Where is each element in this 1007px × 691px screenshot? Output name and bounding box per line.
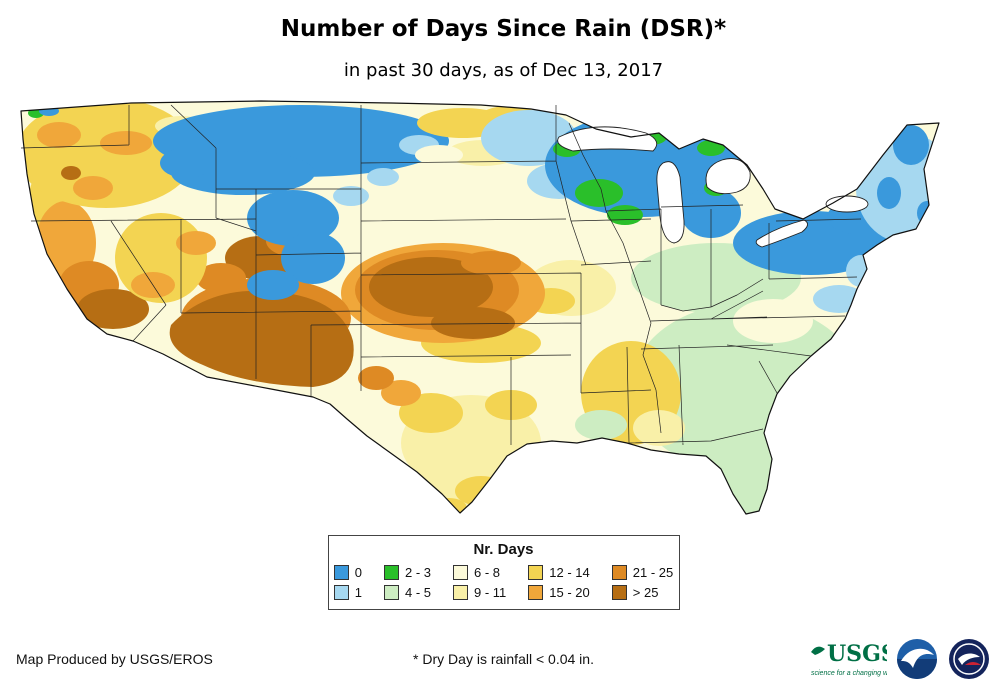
- legend-swatch: [453, 565, 468, 580]
- legend-item: 4 - 5: [383, 583, 431, 602]
- lake-huron: [705, 158, 751, 195]
- legend-swatch: [333, 565, 349, 580]
- usgs-logo: USGS science for a changing world: [811, 641, 887, 677]
- legend-item-label: 9 - 11: [474, 585, 507, 600]
- lake-ontario: [825, 195, 869, 213]
- lake-michigan: [656, 161, 685, 244]
- legend-swatch: [611, 585, 627, 600]
- legend-swatch: [611, 565, 627, 580]
- legend-swatch: [383, 565, 399, 580]
- legend-item-label: 2 - 3: [404, 565, 431, 580]
- page-title: Number of Days Since Rain (DSR)*: [280, 16, 727, 42]
- map-area: [0, 93, 1007, 533]
- legend-swatch: [453, 585, 468, 600]
- page-subtitle: in past 30 days, as of Dec 13, 2017: [343, 60, 664, 81]
- legend-item: 15 - 20: [528, 583, 590, 602]
- legend-item-label: 12 - 14: [549, 565, 590, 580]
- map-credit: Map Produced by USGS/EROS: [16, 651, 213, 667]
- legend-item: > 25: [611, 583, 673, 602]
- nws-logo: [949, 639, 989, 679]
- legend-item-label: 1: [354, 585, 362, 600]
- legend-item: 21 - 25: [611, 563, 674, 582]
- agency-logos: USGS science for a changing world: [807, 637, 991, 681]
- great-lakes: [557, 126, 869, 248]
- usgs-logo-text: USGS: [827, 641, 887, 667]
- usgs-logo-tagline: science for a changing world: [811, 670, 887, 677]
- legend-item-label: 6 - 8: [474, 565, 501, 580]
- legend-items: 0 1 2 - 3 4 - 5 6 - 8 9 - 11 12 - 14: [333, 563, 673, 602]
- legend-item: 0: [333, 563, 362, 582]
- us-dsr-map: [20, 100, 940, 515]
- legend-item-label: 15 - 20: [549, 585, 590, 600]
- legend-swatch: [528, 565, 544, 580]
- legend-swatch: [333, 585, 349, 600]
- legend-item-label: 21 - 25: [632, 565, 674, 580]
- state-borders: [20, 104, 862, 446]
- legend-swatch: [383, 585, 399, 600]
- footer: Map Produced by USGS/EROS * Dry Day is r…: [0, 633, 1007, 685]
- legend-item: 9 - 11: [453, 583, 506, 602]
- legend-item-label: 0: [354, 565, 362, 580]
- legend-item-label: 4 - 5: [404, 585, 431, 600]
- legend-item: 6 - 8: [453, 563, 506, 582]
- legend-item: 1: [333, 583, 362, 602]
- lake-superior: [557, 126, 658, 152]
- legend-title: Nr. Days: [473, 541, 534, 558]
- us-outline: [20, 100, 940, 515]
- legend-swatch: [528, 585, 544, 600]
- legend-item: 12 - 14: [528, 563, 590, 582]
- legend: Nr. Days 0 1 2 - 3 4 - 5 6 - 8 9 - 11: [327, 535, 680, 610]
- legend-item: 2 - 3: [383, 563, 431, 582]
- dry-day-note: * Dry Day is rainfall < 0.04 in.: [413, 651, 594, 667]
- noaa-logo: [897, 639, 937, 679]
- legend-item-label: > 25: [632, 585, 659, 600]
